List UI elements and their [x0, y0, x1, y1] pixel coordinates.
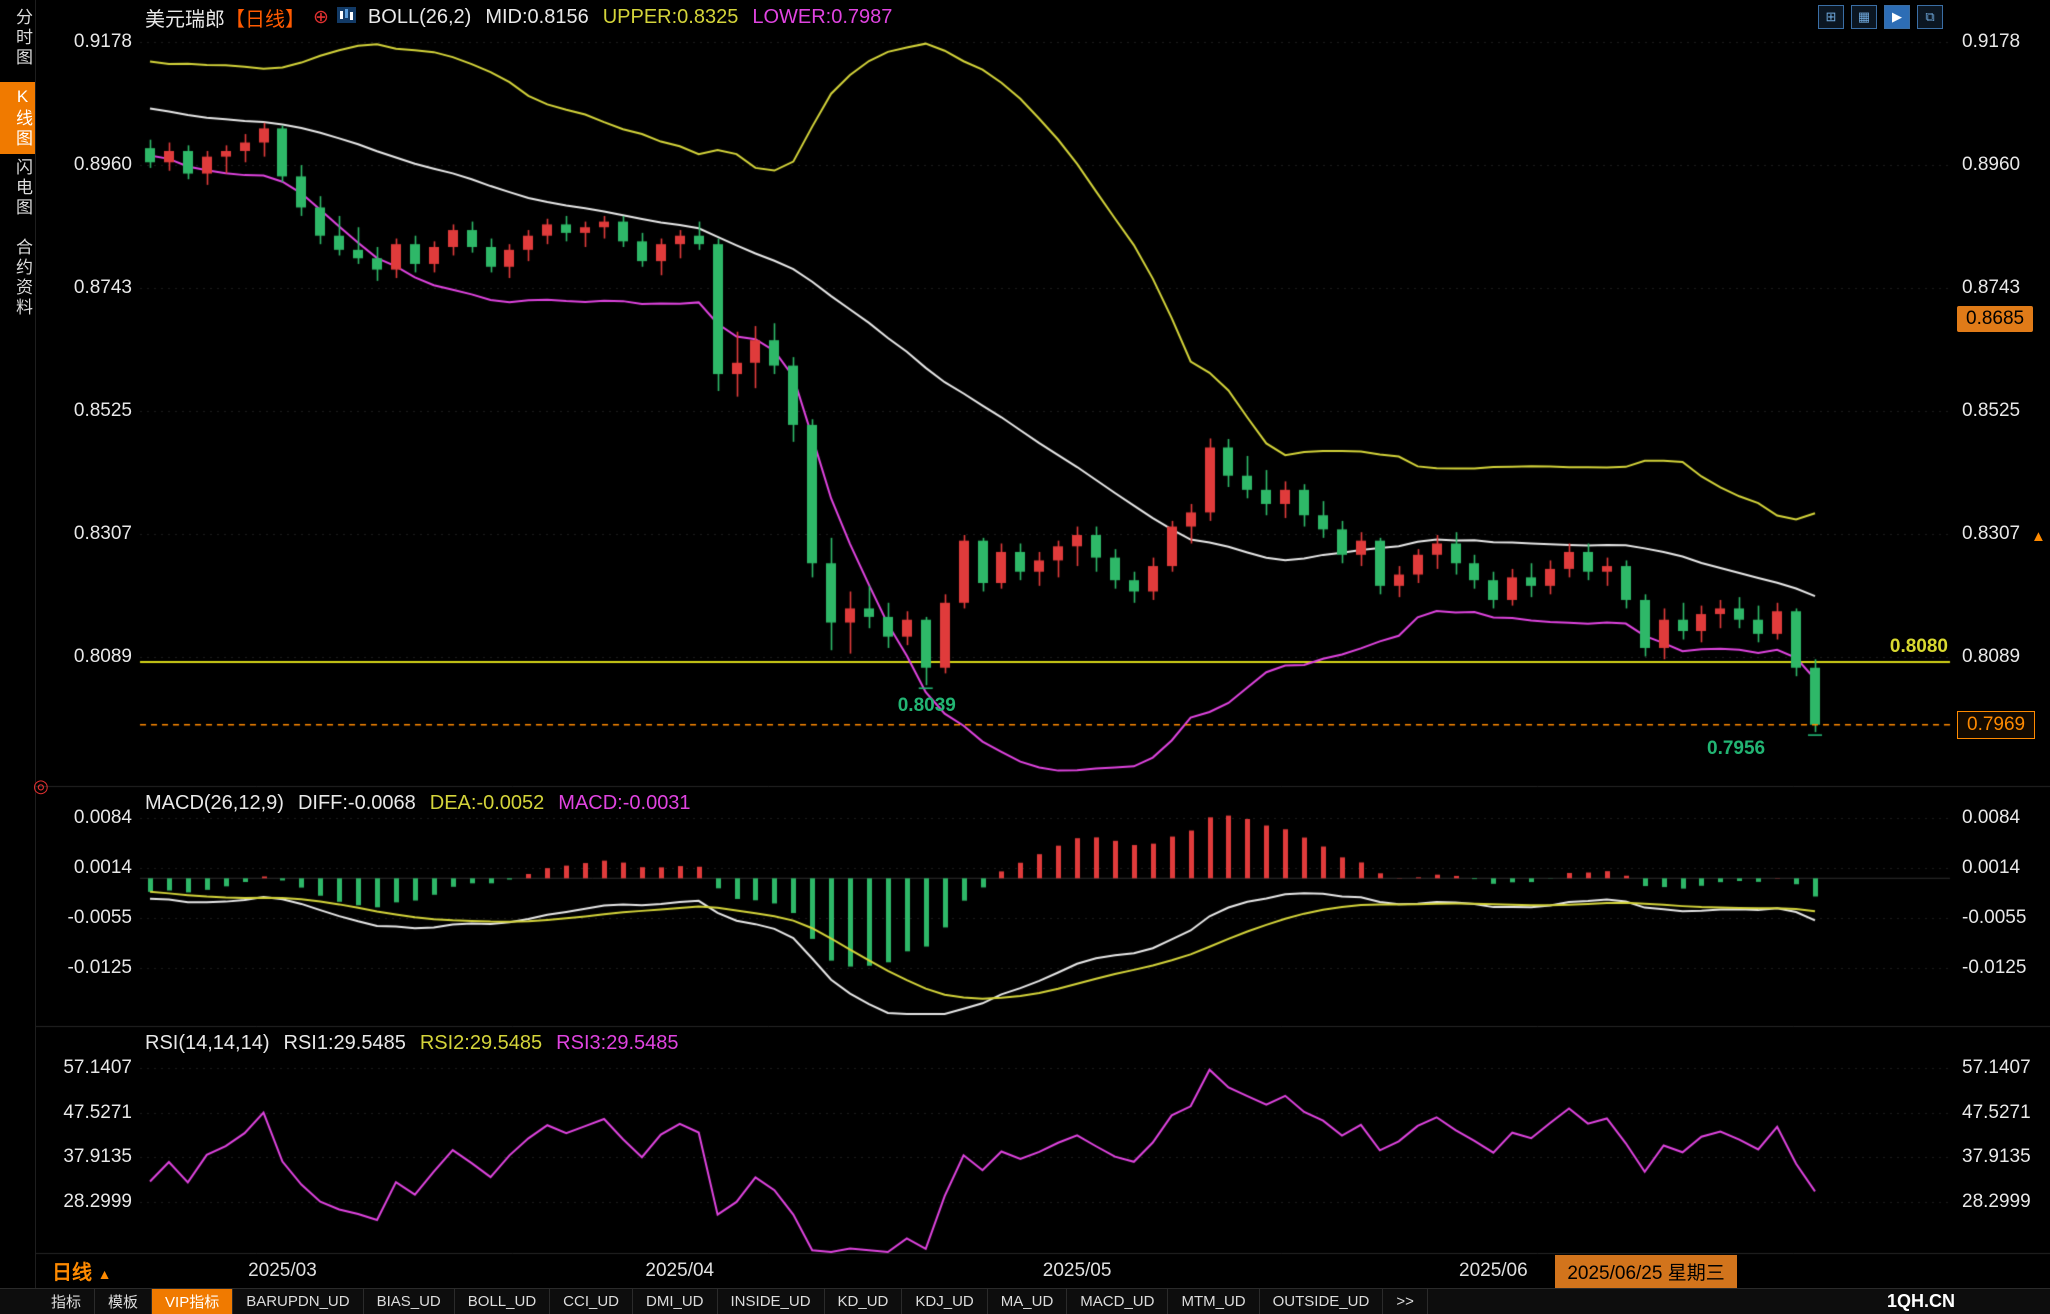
left-sidebar: 分时图 K线图 闪电图 合约资料: [0, 0, 36, 1288]
bottom-tab-4[interactable]: BIAS_UD: [364, 1289, 455, 1314]
boll-upper-value: UPPER:0.8325: [602, 6, 739, 28]
bottom-tab-12[interactable]: MACD_UD: [1067, 1289, 1169, 1314]
multi-panel-icon[interactable]: ▦: [1851, 5, 1877, 29]
play-icon[interactable]: ▶: [1884, 5, 1910, 29]
macd-label: MACD(26,12,9): [145, 792, 284, 814]
rsi2-value: RSI2:29.5485: [419, 1032, 543, 1054]
rsi-panel-header: RSI(14,14,14) RSI1:29.5485 RSI2:29.5485 …: [145, 1032, 679, 1055]
add-indicator-icon[interactable]: ⊕: [313, 7, 329, 28]
macd-panel-header: MACD(26,12,9) DIFF:-0.0068 DEA:-0.0052 M…: [145, 792, 691, 815]
sidebar-item-timeline-chart[interactable]: 分时图: [13, 8, 32, 68]
macd-diff-value: DIFF:-0.0068: [297, 792, 416, 814]
grid-layout-icon[interactable]: ⊞: [1818, 5, 1844, 29]
bottom-tab-13[interactable]: MTM_UD: [1168, 1289, 1260, 1314]
boll-lower-value: LOWER:0.7987: [752, 6, 893, 28]
rsi-label: RSI(14,14,14): [145, 1032, 270, 1054]
price-panel-header: 美元瑞郎 【日线】 ⊕ BOLL(26,2) MID:0.8156 UPPER:…: [145, 3, 892, 32]
bottom-tab-1[interactable]: 模板: [95, 1289, 153, 1314]
period-label: 日线: [52, 1262, 92, 1284]
bottom-tab-6[interactable]: CCI_UD: [550, 1289, 633, 1314]
bottom-tab-9[interactable]: KD_UD: [825, 1289, 903, 1314]
bottom-tab-2[interactable]: VIP指标: [152, 1289, 234, 1314]
toolbar: ⊞ ▦ ▶ ⧉: [1818, 5, 1943, 29]
drawing-anchor-icon[interactable]: ◎: [33, 776, 49, 796]
macd-macd-value: MACD:-0.0031: [558, 792, 691, 814]
period-selector[interactable]: 日线 ▲: [52, 1256, 111, 1285]
sidebar-item-lightning-chart[interactable]: 闪电图: [13, 158, 32, 218]
boll-mid-value: MID:0.8156: [485, 6, 589, 28]
bottom-tab-5[interactable]: BOLL_UD: [455, 1289, 551, 1314]
new-window-icon[interactable]: ⧉: [1917, 5, 1943, 29]
bottom-tab-11[interactable]: MA_UD: [988, 1289, 1068, 1314]
rsi1-value: RSI1:29.5485: [283, 1032, 406, 1054]
chevron-up-icon: ▲: [97, 1266, 112, 1282]
symbol-name: 美元瑞郎: [145, 9, 225, 31]
bottom-tab-0[interactable]: 指标: [38, 1289, 96, 1314]
sidebar-item-kline-chart[interactable]: K线图: [0, 82, 35, 154]
chart-type-icon[interactable]: [336, 6, 356, 29]
bottom-tab-3[interactable]: BARUPDN_UD: [233, 1289, 364, 1314]
watermark: 1QH.CN: [1886, 1291, 1955, 1311]
bottom-tab-8[interactable]: INSIDE_UD: [718, 1289, 825, 1314]
boll-label: BOLL(26,2): [367, 6, 472, 28]
sidebar-item-contract-info[interactable]: 合约资料: [13, 238, 32, 318]
period-tag: 【日线】: [225, 9, 305, 31]
bottom-tab-10[interactable]: KDJ_UD: [902, 1289, 988, 1314]
bottom-tab-7[interactable]: DMI_UD: [633, 1289, 718, 1314]
cursor-date-readout: 2025/06/25 星期三: [1555, 1255, 1737, 1288]
rsi3-value: RSI3:29.5485: [556, 1032, 679, 1054]
macd-dea-value: DEA:-0.0052: [429, 792, 545, 814]
bottom-tab-14[interactable]: OUTSIDE_UD: [1260, 1289, 1384, 1314]
bottom-tab-15[interactable]: >>: [1383, 1289, 1428, 1314]
indicator-tab-bar: 指标 模板 VIP指标 BARUPDN_UD BIAS_UD BOLL_UD CCI_UD D…: [0, 1288, 2050, 1314]
